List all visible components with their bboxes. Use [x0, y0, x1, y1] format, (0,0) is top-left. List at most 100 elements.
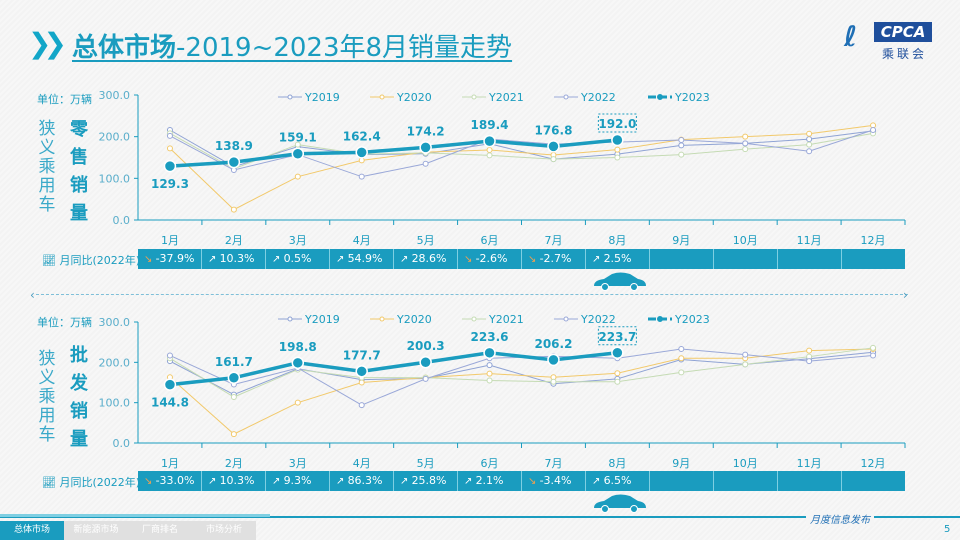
data-point [678, 151, 685, 158]
yoy-cell: ↗ 86.3% [330, 471, 394, 491]
yoy-cell [778, 471, 842, 491]
x-tick-label: 2月 [225, 234, 243, 247]
data-label: 200.3 [407, 339, 445, 353]
data-label: 144.8 [151, 396, 189, 410]
x-tick-label: 11月 [797, 234, 822, 247]
data-point [742, 351, 749, 358]
data-point [358, 402, 365, 409]
tab-market-analysis[interactable]: 市场分析 [192, 521, 256, 540]
unit-label: 单位：万辆 [37, 316, 92, 329]
data-point [227, 155, 241, 169]
data-point [611, 346, 624, 360]
x-tick-label: 5月 [417, 457, 435, 470]
y-tick-label: 200.0 [99, 356, 131, 369]
yoy-cell: ↘ -37.9% [138, 249, 202, 269]
trend-up-icon: ↗ [592, 254, 604, 265]
side-label: 狭义乘用车 [38, 119, 56, 215]
yoy-value: 9.3% [283, 474, 312, 487]
x-tick-label: 8月 [608, 457, 626, 470]
tab-nev-market[interactable]: 新能源市场 [64, 521, 128, 540]
title-bold: 总体市场 [72, 33, 177, 63]
data-point [358, 173, 365, 180]
data-point [294, 173, 301, 180]
data-label: 198.8 [279, 340, 317, 354]
y-tick-label: 0.0 [113, 437, 131, 450]
y-tick-label: 300.0 [99, 316, 131, 329]
x-tick-label: 1月 [161, 234, 179, 247]
yoy-cell: ↘ -2.7% [522, 249, 586, 269]
legend-marker [379, 316, 385, 322]
yoy-label: 📈︎ 月同比(2022年) [42, 474, 140, 490]
data-point [550, 156, 557, 163]
trend-up-icon: ↗ [400, 254, 412, 265]
trend-up-icon: ↗ [272, 254, 284, 265]
trend-up-icon: ↗ [592, 476, 604, 487]
data-point [230, 206, 237, 213]
data-point [227, 371, 241, 385]
legend-marker [657, 94, 663, 100]
monthly-release-label: 月度信息发布 [806, 511, 874, 526]
yoy-value: -37.9% [155, 252, 195, 265]
side-label: 狭义乘用车 [38, 349, 56, 445]
tab-maker-ranking[interactable]: 厂商排名 [128, 521, 192, 540]
legend-label: Y2022 [580, 313, 616, 326]
footer-line-accent [0, 514, 270, 517]
data-point [486, 362, 493, 369]
x-tick-label: 12月 [861, 234, 886, 247]
legend-marker [379, 94, 385, 100]
y-tick-label: 200.0 [99, 131, 131, 144]
data-point [806, 347, 813, 354]
yoy-cell: ↗ 54.9% [330, 249, 394, 269]
data-point [422, 375, 429, 382]
data-point [550, 378, 557, 385]
yoy-cell: ↗ 2.5% [586, 249, 650, 269]
data-label: 206.2 [534, 337, 572, 351]
trend-up-icon: ↗ [208, 254, 220, 265]
trend-icon: 📈︎ [42, 476, 56, 489]
data-label: 176.8 [534, 123, 572, 137]
section-divider [36, 294, 908, 295]
page-number: 5 [944, 524, 951, 535]
yoy-value: -2.6% [475, 252, 508, 265]
trend-up-icon: ↗ [336, 476, 348, 487]
cpca-logo: ℓ CPCA 乘联会 [838, 20, 938, 62]
yoy-cell: ↘ -33.0% [138, 471, 202, 491]
yoy-cell: ↗ 2.1% [458, 471, 522, 491]
yoy-value: 28.6% [411, 252, 447, 265]
series-line-Y2021 [169, 132, 874, 170]
yoy-cell: ↗ 25.8% [394, 471, 458, 491]
legend-label: Y2019 [304, 313, 340, 326]
logo-text: CPCA [874, 22, 932, 42]
yoy-cell: ↗ 0.5% [266, 249, 330, 269]
trend-down-icon: ↘ [144, 254, 156, 265]
data-point [547, 140, 560, 153]
data-label: 223.7 [598, 330, 636, 344]
data-label: 162.4 [343, 129, 381, 143]
yoy-cell: ↘ -2.6% [458, 249, 522, 269]
series-line-Y2021 [169, 347, 874, 398]
data-label: 129.3 [151, 177, 189, 191]
data-label: 177.7 [343, 348, 381, 362]
series-line-Y2023 [169, 138, 618, 168]
trend-down-icon: ↘ [144, 476, 156, 487]
yoy-cell: ↗ 6.5% [586, 471, 650, 491]
x-tick-label: 10月 [733, 457, 758, 470]
legend-label: Y2023 [674, 91, 710, 104]
data-point [230, 431, 237, 438]
yoy-row: ↘ -33.0% ↗ 10.3% ↗ 9.3% ↗ 86.3% ↗ 25.8% ↗ 2.1… [138, 471, 905, 491]
legend-label: Y2021 [488, 91, 524, 104]
trend-up-icon: ↗ [336, 254, 348, 265]
legend-marker [287, 94, 293, 100]
data-point [163, 159, 177, 173]
tab-overall-market[interactable]: 总体市场 [0, 521, 64, 540]
yoy-value: 54.9% [347, 252, 383, 265]
yoy-value: 86.3% [347, 474, 383, 487]
yoy-cell [842, 471, 905, 491]
arrow-left-icon: ‹ [30, 288, 35, 302]
data-label: 192.0 [598, 117, 636, 131]
trend-down-icon: ↘ [528, 476, 540, 487]
trend-up-icon: ↗ [272, 476, 284, 487]
trend-down-icon: ↘ [464, 254, 476, 265]
trend-up-icon: ↗ [464, 476, 476, 487]
data-point [163, 378, 177, 391]
